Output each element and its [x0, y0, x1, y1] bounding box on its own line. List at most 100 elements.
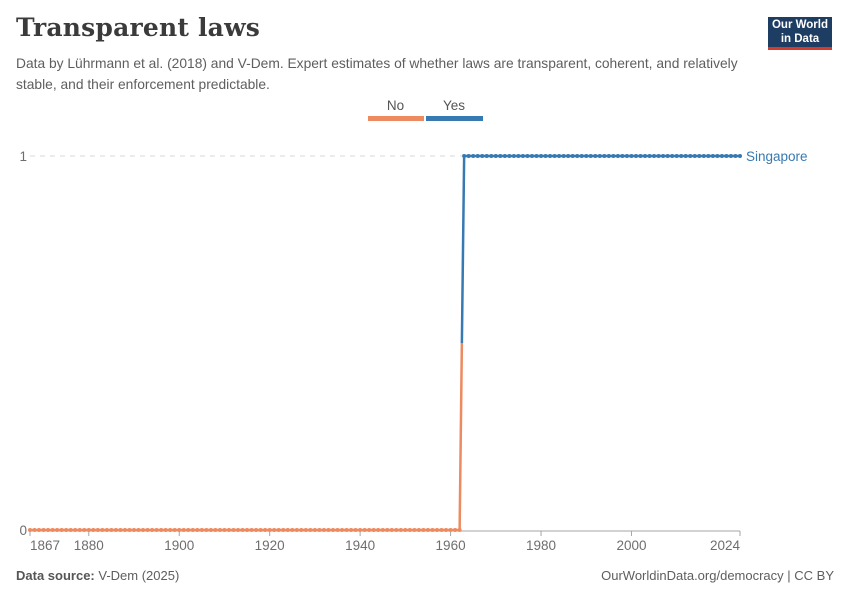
data-point-marker: [254, 528, 259, 532]
data-point-marker: [715, 154, 720, 158]
data-point-marker: [633, 154, 638, 158]
data-point-marker: [498, 154, 503, 158]
data-point-marker: [638, 154, 643, 158]
data-point-marker: [647, 154, 652, 158]
data-point-marker: [561, 154, 566, 158]
data-point-marker: [37, 528, 42, 532]
data-point-marker: [421, 528, 426, 532]
data-point-marker: [86, 528, 91, 532]
x-tick-label: 1920: [255, 538, 285, 553]
data-point-marker: [466, 154, 471, 158]
data-point-marker: [272, 528, 277, 532]
data-point-marker: [588, 154, 593, 158]
data-point-marker: [489, 154, 494, 158]
data-point-marker: [340, 528, 345, 532]
data-point-marker: [543, 154, 548, 158]
data-point-marker: [335, 528, 340, 532]
data-point-marker: [670, 154, 675, 158]
data-point-marker: [141, 528, 146, 532]
legend-item-yes[interactable]: Yes: [425, 98, 483, 121]
data-point-marker: [367, 528, 372, 532]
data-point-marker: [738, 154, 742, 158]
data-point-marker: [326, 528, 331, 532]
data-point-marker: [95, 528, 100, 532]
data-point-marker: [258, 528, 263, 532]
data-point-marker: [100, 528, 105, 532]
data-point-marker: [584, 154, 589, 158]
data-point-marker: [28, 528, 32, 532]
series-line-no[interactable]: [30, 342, 464, 532]
data-point-marker: [32, 528, 37, 532]
data-point-marker: [557, 154, 562, 158]
data-point-marker: [493, 154, 498, 158]
data-point-marker: [484, 154, 489, 158]
data-point-marker: [733, 154, 738, 158]
data-point-marker: [425, 528, 430, 532]
data-point-marker: [652, 154, 657, 158]
data-point-marker: [615, 154, 620, 158]
data-point-marker: [73, 528, 78, 532]
x-tick-label: 1880: [74, 538, 104, 553]
data-point-marker: [525, 154, 530, 158]
page-title: Transparent laws: [16, 13, 261, 42]
data-point-marker: [435, 528, 440, 532]
data-point-marker: [620, 154, 625, 158]
data-point-marker: [213, 528, 218, 532]
data-point-marker: [602, 154, 607, 158]
chart-footer: Data source: V-Dem (2025) OurWorldinData…: [16, 568, 834, 583]
data-point-marker: [64, 528, 69, 532]
data-point-marker: [570, 154, 575, 158]
x-tick-label: 1867: [30, 538, 60, 553]
data-point-marker: [41, 528, 46, 532]
data-point-marker: [548, 154, 553, 158]
data-point-marker: [575, 154, 580, 158]
entity-label-singapore[interactable]: Singapore: [746, 149, 808, 164]
data-point-marker: [511, 154, 516, 158]
y-tick-label: 1: [19, 149, 27, 164]
data-point-marker: [611, 154, 616, 158]
data-point-marker: [195, 528, 200, 532]
license-note: OurWorldinData.org/democracy | CC BY: [601, 568, 834, 583]
data-point-marker: [159, 528, 164, 532]
data-point-marker: [597, 154, 602, 158]
data-point-marker: [77, 528, 82, 532]
data-point-marker: [344, 528, 349, 532]
series-line-yes[interactable]: [460, 154, 740, 344]
data-point-marker: [240, 528, 245, 532]
legend-item-no[interactable]: No: [367, 98, 424, 121]
data-point-marker: [59, 528, 64, 532]
data-point-marker: [299, 528, 304, 532]
data-point-marker: [330, 528, 335, 532]
legend: No Yes: [0, 98, 850, 121]
data-point-marker: [290, 528, 295, 532]
owid-logo: Our World in Data: [768, 17, 832, 50]
data-point-marker: [566, 154, 571, 158]
data-point-marker: [199, 528, 204, 532]
data-source-label: Data source:: [16, 568, 95, 583]
owid-logo-line1: Our World: [771, 19, 828, 31]
data-point-marker: [222, 528, 227, 532]
data-point-marker: [321, 528, 326, 532]
data-point-marker: [353, 528, 358, 532]
data-point-marker: [181, 528, 186, 532]
y-tick-label: 0: [19, 523, 27, 538]
data-point-marker: [204, 528, 209, 532]
data-point-marker: [294, 528, 299, 532]
data-point-marker: [226, 528, 231, 532]
data-point-marker: [145, 528, 150, 532]
data-point-marker: [448, 528, 453, 532]
data-point-marker: [267, 528, 272, 532]
data-point-marker: [362, 528, 367, 532]
data-point-marker: [407, 528, 412, 532]
data-point-marker: [606, 154, 611, 158]
data-point-marker: [462, 154, 467, 158]
data-point-marker: [349, 528, 354, 532]
data-point-marker: [403, 528, 408, 532]
data-point-marker: [475, 154, 480, 158]
data-point-marker: [376, 528, 381, 532]
data-point-marker: [312, 528, 317, 532]
data-point-marker: [471, 154, 476, 158]
data-point-marker: [281, 528, 286, 532]
